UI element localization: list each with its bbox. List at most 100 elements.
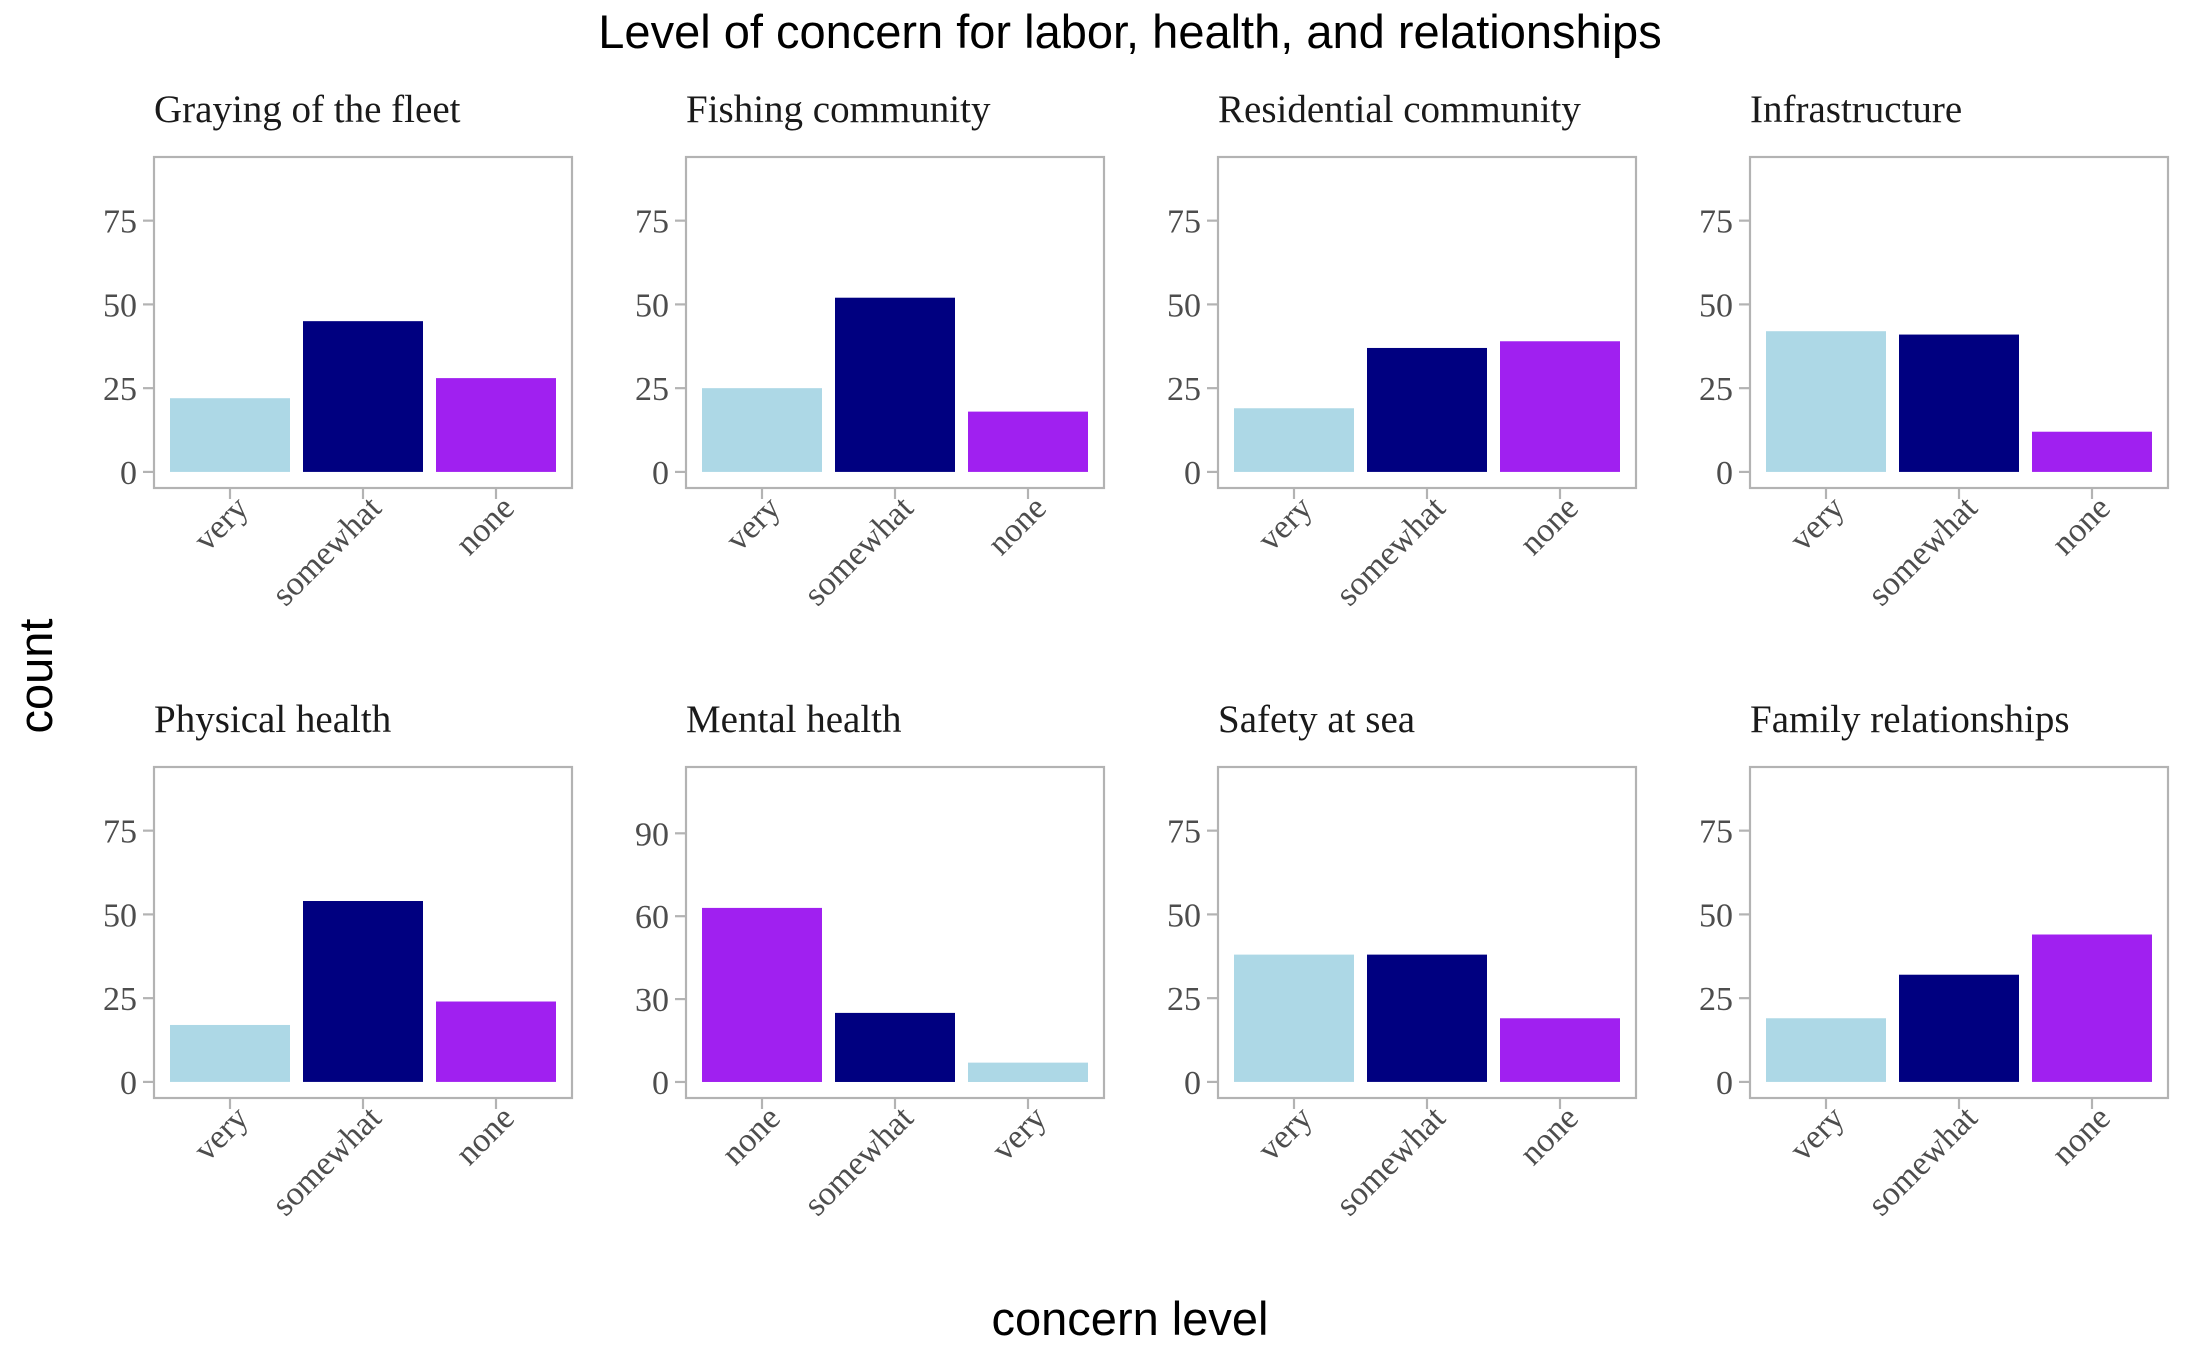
x-tick-label: none bbox=[1513, 1099, 1586, 1172]
bar-somewhat bbox=[835, 297, 955, 472]
y-tick-label: 25 bbox=[103, 981, 137, 1018]
bar-very bbox=[1234, 408, 1354, 472]
bar-none bbox=[702, 907, 822, 1082]
y-tick-label: 50 bbox=[1167, 287, 1201, 324]
x-tick-label: none bbox=[449, 1099, 522, 1172]
x-tick-label: none bbox=[981, 489, 1054, 562]
y-tick-label: 75 bbox=[1167, 204, 1201, 241]
x-tick-label: somewhat bbox=[1861, 489, 1985, 613]
y-tick-label: 0 bbox=[120, 1065, 137, 1102]
y-tick-label: 25 bbox=[103, 371, 137, 408]
x-tick-label: very bbox=[1251, 1099, 1320, 1168]
bar-none bbox=[968, 411, 1088, 472]
x-tick-label: somewhat bbox=[797, 489, 921, 613]
bar-somewhat bbox=[1367, 954, 1487, 1082]
y-tick-label: 0 bbox=[1184, 1065, 1201, 1102]
x-tick-label: somewhat bbox=[1861, 1099, 1985, 1223]
facet-title: Infrastructure bbox=[1750, 88, 1962, 131]
bar-very bbox=[170, 1024, 290, 1082]
y-tick-label: 25 bbox=[1167, 981, 1201, 1018]
x-tick-label: very bbox=[1783, 489, 1852, 558]
x-tick-label: somewhat bbox=[265, 1099, 389, 1223]
bar-very bbox=[1766, 1018, 1886, 1082]
x-tick-label: somewhat bbox=[1329, 489, 1453, 613]
y-tick-label: 0 bbox=[1716, 1065, 1733, 1102]
bar-none bbox=[436, 378, 556, 472]
x-tick-label: very bbox=[985, 1099, 1054, 1168]
facet-title: Graying of the fleet bbox=[154, 88, 461, 131]
y-tick-label: 0 bbox=[1184, 455, 1201, 492]
bar-very bbox=[1766, 331, 1886, 472]
y-tick-label: 75 bbox=[1699, 814, 1733, 851]
facet-title: Mental health bbox=[686, 698, 902, 741]
facet-panel-mental-health: Mental health 0 30 60 90 none somewhat very bbox=[635, 698, 1106, 1223]
bar-somewhat bbox=[303, 901, 423, 1082]
y-tick-label: 0 bbox=[120, 455, 137, 492]
facet-panel-residential-community: Residential community 0 25 50 75 very somewhat… bbox=[1167, 88, 1638, 613]
facet-title: Residential community bbox=[1218, 88, 1581, 131]
y-tick-label: 75 bbox=[1167, 814, 1201, 851]
y-tick-label: 0 bbox=[652, 1065, 669, 1102]
x-tick-label: very bbox=[187, 1099, 256, 1168]
x-tick-label: very bbox=[1783, 1099, 1852, 1168]
facet-panel-infrastructure: Infrastructure 0 25 50 75 very somewhat none bbox=[1699, 88, 2170, 613]
y-tick-label: 75 bbox=[1699, 204, 1733, 241]
facet-panel-safety-at-sea: Safety at sea 0 25 50 75 very somewhat none bbox=[1167, 698, 1638, 1223]
bar-very bbox=[968, 1062, 1088, 1082]
y-tick-label: 30 bbox=[635, 982, 669, 1019]
x-tick-label: very bbox=[187, 489, 256, 558]
x-axis-title: concern level bbox=[992, 1292, 1269, 1345]
y-tick-label: 90 bbox=[635, 816, 669, 853]
facet-panel-family-relationships: Family relationships 0 25 50 75 very somewhat n… bbox=[1699, 698, 2170, 1223]
y-tick-label: 50 bbox=[103, 897, 137, 934]
bar-none bbox=[1500, 341, 1620, 472]
y-tick-label: 50 bbox=[1167, 897, 1201, 934]
x-tick-label: none bbox=[2045, 489, 2118, 562]
bar-none bbox=[1500, 1018, 1620, 1082]
x-tick-label: somewhat bbox=[797, 1099, 921, 1223]
bar-somewhat bbox=[835, 1012, 955, 1082]
bar-very bbox=[170, 398, 290, 472]
facet-panel-graying-of-the-fleet: Graying of the fleet 0 25 50 75 very somewhat n… bbox=[103, 88, 574, 613]
y-tick-label: 25 bbox=[1699, 371, 1733, 408]
bar-very bbox=[702, 388, 822, 472]
x-tick-label: none bbox=[1513, 489, 1586, 562]
facet-title: Fishing community bbox=[686, 88, 991, 131]
bar-none bbox=[2032, 431, 2152, 472]
facet-panel-fishing-community: Fishing community 0 25 50 75 very somewhat none bbox=[635, 88, 1106, 613]
y-tick-label: 75 bbox=[103, 814, 137, 851]
y-tick-label: 0 bbox=[1716, 455, 1733, 492]
x-tick-label: somewhat bbox=[265, 489, 389, 613]
x-tick-label: none bbox=[449, 489, 522, 562]
bar-very bbox=[1234, 954, 1354, 1082]
x-tick-label: somewhat bbox=[1329, 1099, 1453, 1223]
bar-somewhat bbox=[1899, 974, 2019, 1082]
y-tick-label: 50 bbox=[103, 287, 137, 324]
facet-title: Family relationships bbox=[1750, 698, 2070, 741]
bar-none bbox=[436, 1001, 556, 1082]
bar-somewhat bbox=[1367, 347, 1487, 472]
facet-panel-physical-health: Physical health 0 25 50 75 very somewhat none bbox=[103, 698, 574, 1223]
y-tick-label: 60 bbox=[635, 899, 669, 936]
y-tick-label: 75 bbox=[635, 204, 669, 241]
y-tick-label: 0 bbox=[652, 455, 669, 492]
facet-title: Physical health bbox=[154, 698, 391, 741]
bar-somewhat bbox=[303, 321, 423, 472]
y-tick-label: 25 bbox=[1699, 981, 1733, 1018]
y-tick-label: 50 bbox=[1699, 287, 1733, 324]
bar-none bbox=[2032, 934, 2152, 1082]
x-tick-label: none bbox=[2045, 1099, 2118, 1172]
y-axis-title: count bbox=[9, 619, 62, 734]
y-tick-label: 25 bbox=[1167, 371, 1201, 408]
x-tick-label: very bbox=[719, 489, 788, 558]
bar-somewhat bbox=[1899, 334, 2019, 472]
y-tick-label: 50 bbox=[1699, 897, 1733, 934]
y-tick-label: 50 bbox=[635, 287, 669, 324]
facet-title: Safety at sea bbox=[1218, 698, 1415, 741]
chart-title: Level of concern for labor, health, and … bbox=[598, 5, 1661, 58]
x-tick-label: very bbox=[1251, 489, 1320, 558]
y-tick-label: 75 bbox=[103, 204, 137, 241]
y-tick-label: 25 bbox=[635, 371, 669, 408]
